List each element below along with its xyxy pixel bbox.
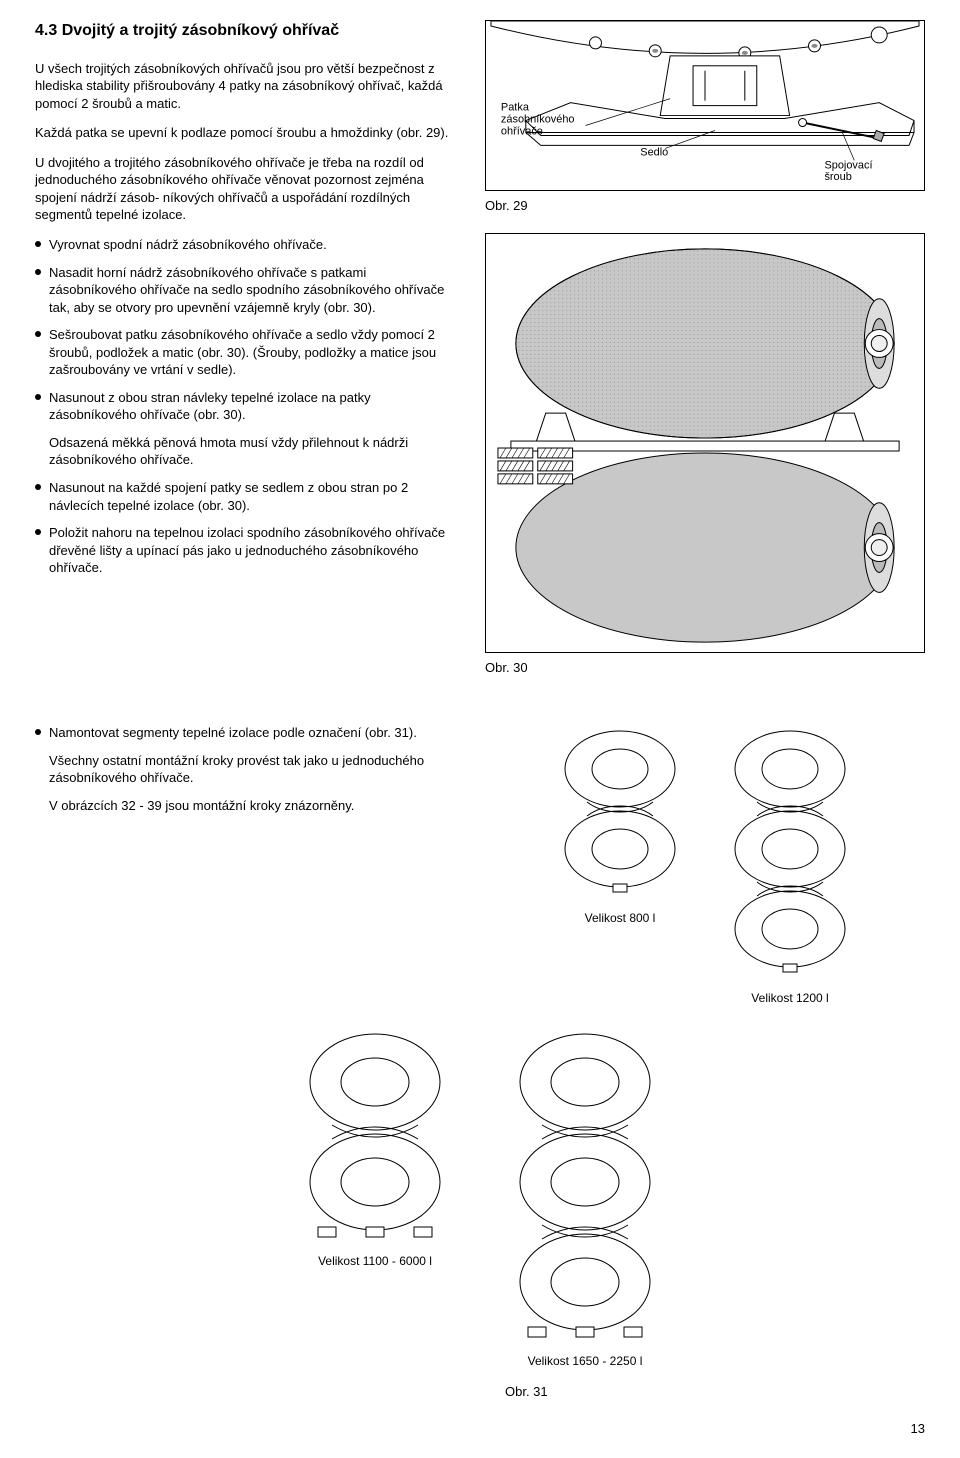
svg-text:ohřívače: ohřívače: [501, 125, 543, 137]
size-800-label: Velikost 800 l: [585, 910, 656, 926]
size-1200-label: Velikost 1200 l: [751, 990, 828, 1006]
ellipse-stack-1650: Velikost 1650 - 2250 l: [510, 1027, 660, 1369]
svg-text:zásobníkového: zásobníkového: [501, 114, 575, 126]
bullet-1: Vyrovnat spodní nádrž zásobníkového ohří…: [35, 236, 455, 254]
bullet-4: Nasunout z obou stran návleky tepelné iz…: [35, 389, 455, 424]
figure-30-caption: Obr. 30: [485, 659, 925, 677]
bullet-7: Namontovat segmenty tepelné izolace podl…: [35, 724, 455, 742]
section-heading: 4.3 Dvojitý a trojitý zásobníkový ohříva…: [35, 20, 455, 42]
svg-text:Sedlo: Sedlo: [640, 146, 668, 158]
bullet-7c: V obrázcích 32 - 39 jsou montážní kroky …: [35, 797, 455, 815]
bullet-5: Nasunout na každé spojení patky se sedle…: [35, 479, 455, 514]
intro-para-1: U všech trojitých zásobníkových ohřívačů…: [35, 60, 455, 113]
bullet-7b: Všechny ostatní montážní kroky provést t…: [35, 752, 455, 787]
figure-31-caption: Obr. 31: [505, 1383, 925, 1401]
figure-30: [485, 233, 925, 653]
intro-para-2: Každá patka se upevní k podlaze pomocí š…: [35, 124, 455, 142]
bullet-6: Položit nahoru na tepelnou izolaci spodn…: [35, 524, 455, 577]
bullet-list-2: Namontovat segmenty tepelné izolace podl…: [35, 724, 455, 814]
size-1100-label: Velikost 1100 - 6000 l: [318, 1253, 432, 1269]
intro-para-3: U dvojitého a trojitého zásobníkového oh…: [35, 154, 455, 224]
ellipse-stack-1100: Velikost 1100 - 6000 l: [300, 1027, 450, 1369]
figure-29-caption: Obr. 29: [485, 197, 925, 215]
bullet-2: Nasadit horní nádrž zásobníkového ohříva…: [35, 264, 455, 317]
svg-text:Patka: Patka: [501, 102, 530, 114]
size-1650-label: Velikost 1650 - 2250 l: [528, 1353, 643, 1369]
bullet-list: Vyrovnat spodní nádrž zásobníkového ohří…: [35, 236, 455, 577]
ellipse-stack-1200: Velikost 1200 l: [725, 724, 855, 1006]
bullet-3: Sešroubovat patku zásobníkového ohřívače…: [35, 326, 455, 379]
ellipse-stack-800: Velikost 800 l: [555, 724, 685, 1006]
bullet-4-note: Odsazená měkká pěnová hmota musí vždy př…: [35, 434, 455, 469]
page-number: 13: [35, 1420, 925, 1438]
svg-text:šroub: šroub: [824, 171, 851, 183]
svg-text:Spojovací: Spojovací: [824, 159, 872, 171]
figure-29: Patka zásobníkového ohřívače Sedlo Spojo…: [485, 20, 925, 191]
